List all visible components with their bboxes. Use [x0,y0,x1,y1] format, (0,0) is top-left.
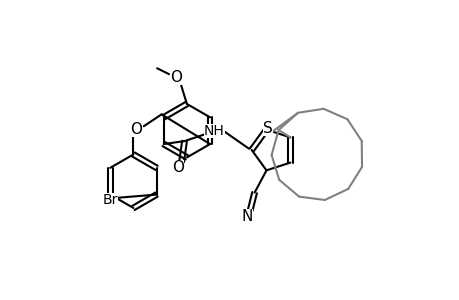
Text: S: S [263,121,272,136]
Text: N: N [241,209,252,224]
Text: O: O [170,70,182,85]
Text: Br: Br [103,194,118,208]
Text: O: O [130,122,142,137]
Text: NH: NH [203,124,224,138]
Text: O: O [172,160,184,175]
